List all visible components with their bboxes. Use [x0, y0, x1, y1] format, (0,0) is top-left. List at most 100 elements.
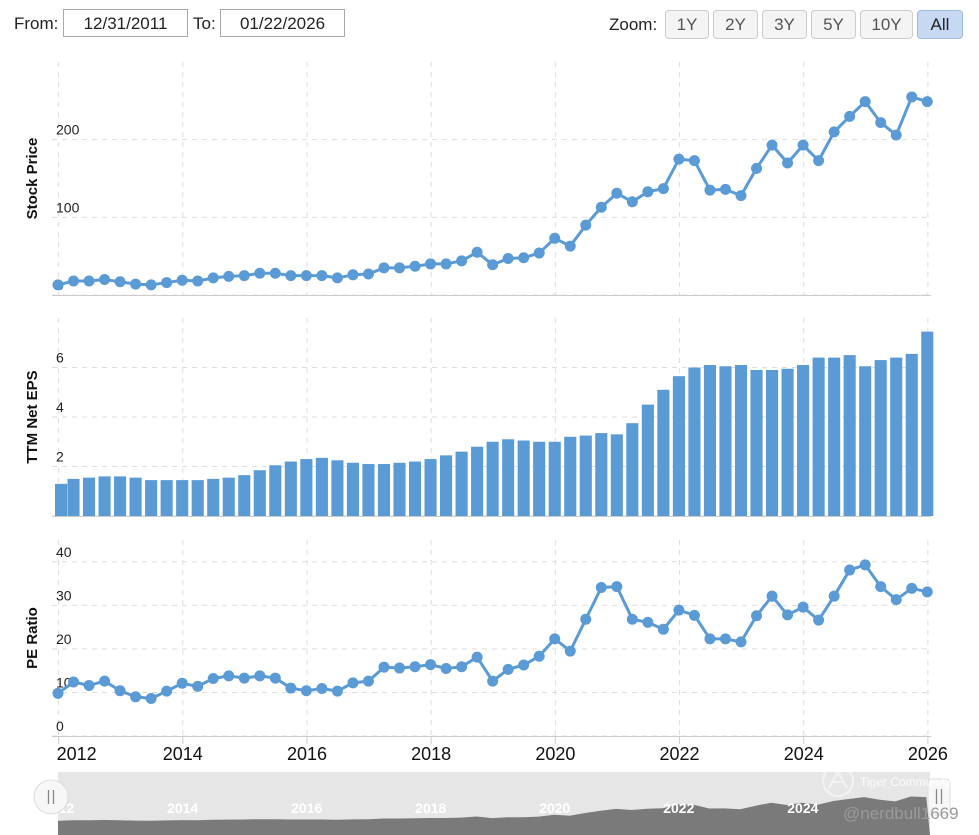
zoom-5y-button[interactable]: 5Y	[811, 10, 856, 39]
pe-data-point[interactable]	[813, 614, 825, 626]
price-data-point[interactable]	[657, 183, 669, 195]
pe-data-point[interactable]	[487, 675, 499, 687]
price-data-point[interactable]	[425, 258, 437, 270]
pe-data-point[interactable]	[285, 682, 297, 694]
pe-data-point[interactable]	[890, 594, 902, 606]
price-data-point[interactable]	[828, 126, 840, 138]
price-data-point[interactable]	[518, 252, 530, 264]
pe-data-point[interactable]	[130, 691, 142, 703]
price-data-point[interactable]	[362, 268, 374, 280]
price-data-point[interactable]	[782, 157, 794, 169]
price-data-point[interactable]	[192, 275, 204, 287]
pe-data-point[interactable]	[642, 616, 654, 628]
pe-data-point[interactable]	[68, 676, 80, 688]
price-data-point[interactable]	[269, 267, 281, 279]
pe-data-point[interactable]	[238, 672, 250, 684]
pe-data-point[interactable]	[471, 651, 483, 663]
pe-data-point[interactable]	[657, 623, 669, 635]
price-data-point[interactable]	[487, 259, 499, 271]
pe-data-point[interactable]	[378, 661, 390, 673]
price-data-point[interactable]	[844, 110, 856, 122]
pe-data-point[interactable]	[673, 604, 685, 616]
price-data-point[interactable]	[533, 247, 545, 259]
price-data-point[interactable]	[564, 240, 576, 252]
pe-data-point[interactable]	[52, 687, 64, 699]
price-data-point[interactable]	[440, 258, 452, 270]
zoom-2y-button[interactable]: 2Y	[713, 10, 758, 39]
pe-data-point[interactable]	[533, 650, 545, 662]
price-data-point[interactable]	[875, 117, 887, 129]
price-data-point[interactable]	[145, 279, 157, 291]
price-data-point[interactable]	[642, 186, 654, 198]
price-data-point[interactable]	[921, 96, 933, 108]
price-data-point[interactable]	[456, 255, 468, 267]
pe-data-point[interactable]	[906, 582, 918, 594]
zoom-1y-button[interactable]: 1Y	[665, 10, 709, 39]
price-data-point[interactable]	[611, 187, 623, 199]
zoom-10y-button[interactable]: 10Y	[860, 10, 913, 39]
navigator-right-handle[interactable]	[927, 778, 951, 816]
price-data-point[interactable]	[347, 269, 359, 281]
pe-data-point[interactable]	[161, 685, 173, 697]
price-data-point[interactable]	[99, 273, 111, 285]
pe-data-point[interactable]	[859, 559, 871, 571]
price-data-point[interactable]	[409, 260, 421, 272]
pe-data-point[interactable]	[688, 609, 700, 621]
pe-data-point[interactable]	[99, 675, 111, 687]
price-data-point[interactable]	[502, 252, 514, 264]
price-data-point[interactable]	[161, 277, 173, 289]
price-data-point[interactable]	[549, 232, 561, 244]
price-data-point[interactable]	[813, 155, 825, 167]
price-data-point[interactable]	[130, 278, 142, 290]
price-data-point[interactable]	[704, 184, 716, 196]
price-data-point[interactable]	[766, 139, 778, 151]
price-data-point[interactable]	[176, 274, 188, 286]
pe-data-point[interactable]	[704, 633, 716, 645]
pe-data-point[interactable]	[735, 636, 747, 648]
pe-data-point[interactable]	[409, 661, 421, 673]
price-data-point[interactable]	[285, 270, 297, 282]
pe-data-point[interactable]	[347, 677, 359, 689]
pe-data-point[interactable]	[564, 645, 576, 657]
price-data-point[interactable]	[626, 196, 638, 208]
pe-data-point[interactable]	[502, 663, 514, 675]
price-data-point[interactable]	[300, 270, 312, 282]
price-data-point[interactable]	[751, 162, 763, 174]
price-data-point[interactable]	[595, 201, 607, 213]
pe-data-point[interactable]	[844, 564, 856, 576]
pe-data-point[interactable]	[611, 581, 623, 593]
pe-data-point[interactable]	[362, 675, 374, 687]
pe-data-point[interactable]	[456, 661, 468, 673]
price-data-point[interactable]	[719, 183, 731, 195]
pe-data-point[interactable]	[269, 672, 281, 684]
pe-data-point[interactable]	[751, 610, 763, 622]
pe-data-point[interactable]	[316, 683, 328, 695]
price-data-point[interactable]	[114, 276, 126, 288]
zoom-all-button[interactable]: All	[917, 10, 963, 39]
pe-data-point[interactable]	[425, 659, 437, 671]
price-data-point[interactable]	[890, 129, 902, 141]
pe-data-point[interactable]	[176, 677, 188, 689]
price-data-point[interactable]	[673, 153, 685, 165]
price-data-point[interactable]	[254, 267, 266, 279]
to-date-input[interactable]: 01/22/2026	[220, 9, 345, 37]
price-data-point[interactable]	[207, 272, 219, 284]
pe-data-point[interactable]	[394, 662, 406, 674]
pe-data-point[interactable]	[518, 659, 530, 671]
price-data-point[interactable]	[378, 262, 390, 274]
pe-data-point[interactable]	[254, 670, 266, 682]
pe-data-point[interactable]	[626, 613, 638, 625]
price-data-point[interactable]	[223, 270, 235, 282]
pe-data-point[interactable]	[595, 581, 607, 593]
price-data-point[interactable]	[580, 219, 592, 231]
from-date-input[interactable]: 12/31/2011	[63, 9, 188, 37]
navigator-left-handle[interactable]	[33, 779, 69, 815]
price-data-point[interactable]	[735, 190, 747, 202]
price-data-point[interactable]	[394, 262, 406, 274]
price-data-point[interactable]	[331, 272, 343, 284]
price-data-point[interactable]	[906, 91, 918, 103]
pe-data-point[interactable]	[828, 590, 840, 602]
pe-data-point[interactable]	[331, 685, 343, 697]
pe-data-point[interactable]	[223, 670, 235, 682]
